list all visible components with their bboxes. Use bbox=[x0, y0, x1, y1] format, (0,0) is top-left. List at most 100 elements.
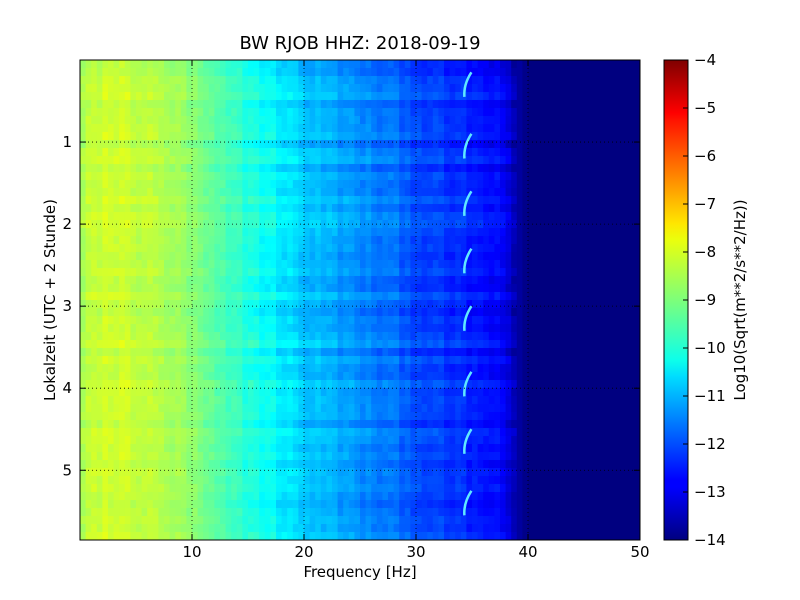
heatmap-cell bbox=[203, 284, 210, 293]
heatmap-cell bbox=[158, 436, 165, 445]
heatmap-cell bbox=[544, 76, 551, 85]
heatmap-cell bbox=[292, 324, 299, 333]
heatmap-cell bbox=[96, 428, 103, 437]
heatmap-cell bbox=[85, 228, 92, 237]
heatmap-cell bbox=[589, 388, 596, 397]
heatmap-cell bbox=[102, 396, 109, 405]
heatmap-cell bbox=[421, 108, 428, 117]
heatmap-cell bbox=[343, 404, 350, 413]
heatmap-cell bbox=[494, 108, 501, 117]
heatmap-cell bbox=[500, 268, 507, 277]
heatmap-cell bbox=[516, 212, 523, 221]
heatmap-cell bbox=[606, 172, 613, 181]
heatmap-cell bbox=[365, 292, 372, 301]
heatmap-cell bbox=[388, 204, 395, 213]
heatmap-cell bbox=[556, 404, 563, 413]
heatmap-cell bbox=[466, 316, 473, 325]
heatmap-cell bbox=[169, 204, 176, 213]
heatmap-cell bbox=[421, 332, 428, 341]
heatmap-cell bbox=[628, 244, 635, 253]
heatmap-cell bbox=[164, 164, 171, 173]
heatmap-cell bbox=[556, 308, 563, 317]
heatmap-cell bbox=[130, 452, 137, 461]
heatmap-cell bbox=[606, 380, 613, 389]
heatmap-cell bbox=[556, 372, 563, 381]
heatmap-cell bbox=[388, 380, 395, 389]
heatmap-cell bbox=[600, 140, 607, 149]
heatmap-cell bbox=[511, 132, 518, 141]
heatmap-cell bbox=[589, 348, 596, 357]
heatmap-cell bbox=[91, 196, 98, 205]
heatmap-cell bbox=[220, 108, 227, 117]
heatmap-cell bbox=[136, 116, 143, 125]
heatmap-cell bbox=[80, 396, 87, 405]
heatmap-cell bbox=[225, 292, 232, 301]
heatmap-cell bbox=[600, 308, 607, 317]
heatmap-cell bbox=[175, 156, 182, 165]
heatmap-cell bbox=[382, 84, 389, 93]
heatmap-cell bbox=[438, 396, 445, 405]
heatmap-cell bbox=[304, 236, 311, 245]
heatmap-cell bbox=[516, 428, 523, 437]
heatmap-cell bbox=[96, 260, 103, 269]
heatmap-cell bbox=[533, 204, 540, 213]
heatmap-cell bbox=[147, 268, 154, 277]
heatmap-cell bbox=[147, 372, 154, 381]
heatmap-cell bbox=[270, 188, 277, 197]
heatmap-cell bbox=[192, 380, 199, 389]
heatmap-cell bbox=[136, 124, 143, 133]
heatmap-cell bbox=[236, 100, 243, 109]
heatmap-cell bbox=[371, 420, 378, 429]
heatmap-cell bbox=[427, 308, 434, 317]
heatmap-cell bbox=[539, 164, 546, 173]
heatmap-cell bbox=[242, 172, 249, 181]
heatmap-cell bbox=[332, 172, 339, 181]
heatmap-cell bbox=[337, 404, 344, 413]
heatmap-cell bbox=[477, 444, 484, 453]
heatmap-cell bbox=[595, 180, 602, 189]
heatmap-cell bbox=[404, 420, 411, 429]
heatmap-cell bbox=[533, 116, 540, 125]
heatmap-cell bbox=[612, 116, 619, 125]
heatmap-cell bbox=[589, 436, 596, 445]
heatmap-cell bbox=[242, 340, 249, 349]
heatmap-cell bbox=[567, 260, 574, 269]
heatmap-cell bbox=[438, 244, 445, 253]
heatmap-cell bbox=[108, 140, 115, 149]
heatmap-cell bbox=[589, 340, 596, 349]
heatmap-cell bbox=[449, 252, 456, 261]
heatmap-cell bbox=[494, 252, 501, 261]
heatmap-cell bbox=[214, 300, 221, 309]
heatmap-cell bbox=[444, 404, 451, 413]
heatmap-cell bbox=[354, 212, 361, 221]
heatmap-cell bbox=[242, 284, 249, 293]
heatmap-cell bbox=[136, 92, 143, 101]
heatmap-cell bbox=[180, 68, 187, 77]
heatmap-cell bbox=[332, 76, 339, 85]
heatmap-cell bbox=[276, 196, 283, 205]
heatmap-cell bbox=[354, 388, 361, 397]
heatmap-cell bbox=[494, 292, 501, 301]
heatmap-cell bbox=[304, 252, 311, 261]
heatmap-cell bbox=[192, 108, 199, 117]
heatmap-cell bbox=[533, 292, 540, 301]
heatmap-cell bbox=[225, 124, 232, 133]
heatmap-cell bbox=[600, 124, 607, 133]
heatmap-cell bbox=[460, 308, 467, 317]
heatmap-cell bbox=[315, 340, 322, 349]
heatmap-cell bbox=[253, 452, 260, 461]
heatmap-cell bbox=[628, 180, 635, 189]
heatmap-cell bbox=[427, 372, 434, 381]
heatmap-cell bbox=[539, 444, 546, 453]
heatmap-cell bbox=[348, 308, 355, 317]
heatmap-cell bbox=[253, 188, 260, 197]
heatmap-cell bbox=[449, 348, 456, 357]
heatmap-cell bbox=[494, 188, 501, 197]
heatmap-cell bbox=[388, 164, 395, 173]
heatmap-cell bbox=[292, 348, 299, 357]
heatmap-cell bbox=[393, 188, 400, 197]
heatmap-cell bbox=[320, 332, 327, 341]
heatmap-cell bbox=[253, 300, 260, 309]
heatmap-cell bbox=[460, 132, 467, 141]
heatmap-cell bbox=[164, 268, 171, 277]
